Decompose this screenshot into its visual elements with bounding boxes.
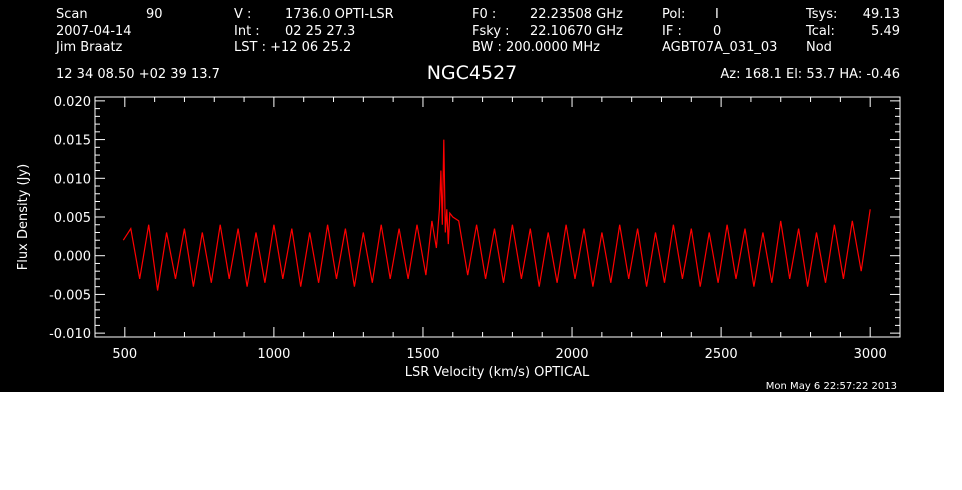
rest-frequency-label: F0 : xyxy=(472,7,496,22)
y-tick-label: 0.005 xyxy=(54,211,91,226)
y-tick-label: 0.020 xyxy=(54,95,91,110)
bandwidth-readout: BW : 200.0000 MHz xyxy=(472,40,600,55)
scan-label: Scan xyxy=(56,7,88,22)
x-tick-label: 1500 xyxy=(406,347,439,362)
y-tick-label: -0.010 xyxy=(49,327,91,342)
project-id: AGBT07A_031_03 xyxy=(662,40,777,55)
scan-value: 90 xyxy=(146,7,163,22)
source-name-title: NGC4527 xyxy=(427,62,518,84)
x-tick-label: 1000 xyxy=(257,347,290,362)
spectrum-plot-panel: Scan 90 V : 1736.0 OPTI-LSR F0 : 22.2350… xyxy=(0,0,944,392)
source-coordinates: 12 34 08.50 +02 39 13.7 xyxy=(56,67,220,82)
spectrum-plot: Scan 90 V : 1736.0 OPTI-LSR F0 : 22.2350… xyxy=(16,7,901,392)
tsys-label: Tsys: xyxy=(805,7,837,22)
x-axis-label: LSR Velocity (km/s) OPTICAL xyxy=(405,365,590,380)
integration-value: 02 25 27.3 xyxy=(285,24,355,39)
y-axis-label: Flux Density (Jy) xyxy=(16,164,31,270)
sky-frequency-label: Fsky : xyxy=(472,24,510,39)
scan-header: Scan 90 V : 1736.0 OPTI-LSR F0 : 22.2350… xyxy=(55,7,900,84)
x-tick-label: 2000 xyxy=(555,347,588,362)
spectrum-line xyxy=(122,139,871,291)
sky-frequency-value: 22.10670 GHz xyxy=(530,24,623,39)
lst-readout: LST : +12 06 25.2 xyxy=(234,40,351,55)
plot-frame xyxy=(94,96,901,338)
observer-name: Jim Braatz xyxy=(55,40,123,55)
y-tick-label: 0.000 xyxy=(54,250,91,265)
polarization-value: I xyxy=(715,7,719,22)
if-label: IF : xyxy=(662,24,682,39)
pointing-readout: Az: 168.1 El: 53.7 HA: -0.46 xyxy=(720,67,900,82)
y-tick-label: 0.015 xyxy=(54,134,91,149)
tcal-value: 5.49 xyxy=(871,24,900,39)
rest-frequency-value: 22.23508 GHz xyxy=(530,7,623,22)
y-tick-label: -0.005 xyxy=(49,288,91,303)
velocity-label: V : xyxy=(234,7,251,22)
x-tick-label: 2500 xyxy=(705,347,738,362)
if-value: 0 xyxy=(713,24,721,39)
plot-timestamp: Mon May 6 22:57:22 2013 xyxy=(766,381,897,392)
tsys-value: 49.13 xyxy=(863,7,900,22)
velocity-value: 1736.0 OPTI-LSR xyxy=(285,7,394,22)
observing-mode: Nod xyxy=(806,40,832,55)
observation-date: 2007-04-14 xyxy=(56,24,132,39)
integration-label: Int : xyxy=(234,24,260,39)
spectrum-series xyxy=(122,139,871,291)
tcal-label: Tcal: xyxy=(805,24,835,39)
y-tick-label: 0.010 xyxy=(54,172,91,187)
x-tick-label: 3000 xyxy=(854,347,887,362)
x-tick-label: 500 xyxy=(112,347,137,362)
y-axis-ticks: -0.010 -0.005 0.000 0.005 0.010 0.015 0.020 xyxy=(49,95,900,342)
polarization-label: Pol: xyxy=(662,7,685,22)
